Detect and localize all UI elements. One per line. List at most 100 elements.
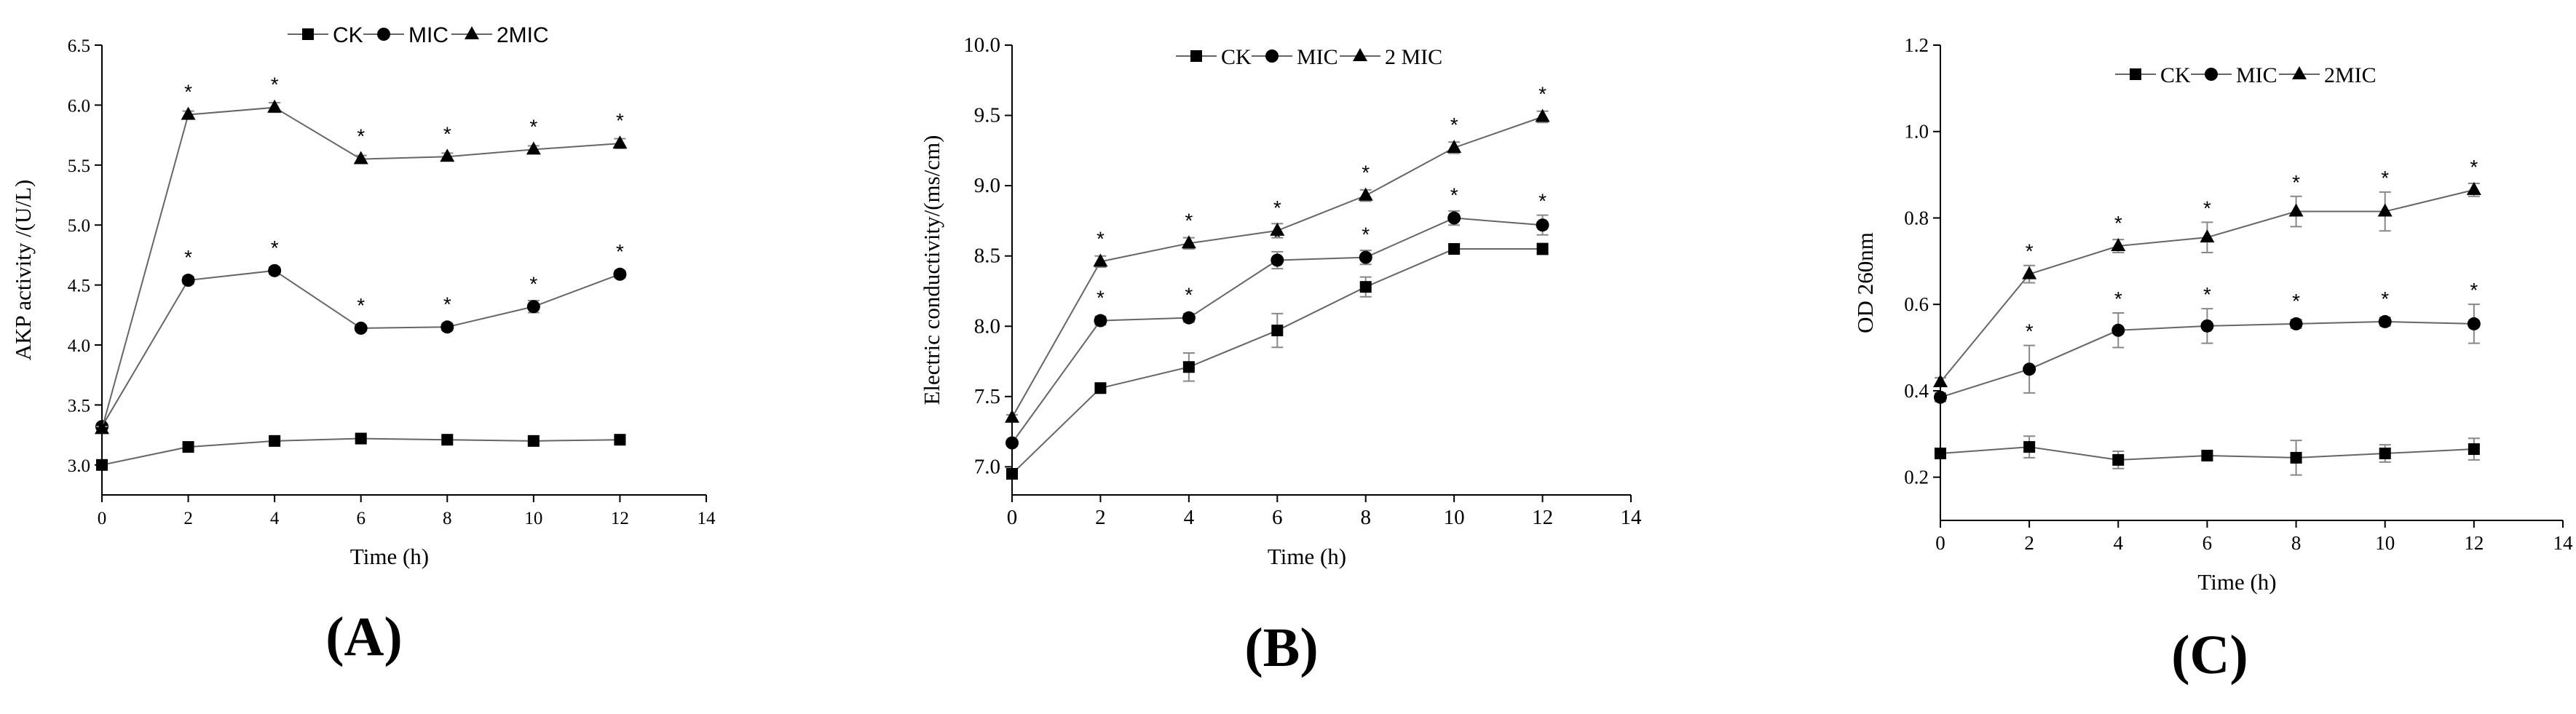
significance-star: * <box>271 237 279 259</box>
significance-star: * <box>271 74 279 96</box>
y-tick-label: 0.4 <box>1904 380 1929 402</box>
data-point <box>2112 453 2125 466</box>
data-point <box>2379 447 2391 459</box>
y-tick-label: 0.6 <box>1904 293 1929 315</box>
x-tick-label: 6 <box>356 509 366 528</box>
data-point <box>2200 319 2214 333</box>
significance-star: * <box>1185 284 1193 306</box>
x-tick-label: 12 <box>611 509 629 528</box>
x-tick-label: 4 <box>270 509 280 528</box>
x-tick-label: 4 <box>2114 532 2124 554</box>
significance-star: * <box>1185 209 1193 231</box>
y-tick-label: 6.5 <box>68 36 90 56</box>
data-point <box>95 421 109 435</box>
y-tick-label: 7.0 <box>974 455 1000 478</box>
significance-star: * <box>184 81 192 103</box>
y-tick-label: 3.5 <box>68 396 90 416</box>
panel-label: (C) <box>2171 624 2248 686</box>
y-axis-label: Electric conductivity/(ms/cm) <box>919 135 944 405</box>
significance-star: * <box>2292 290 2300 312</box>
series-circle: * * * * * * <box>1005 184 1549 450</box>
data-point <box>1535 108 1550 122</box>
data-point <box>1934 390 1947 404</box>
y-tick-label: 9.5 <box>974 104 1000 127</box>
significance-star: * <box>616 109 624 132</box>
data-point <box>354 321 368 335</box>
x-tick-label: 14 <box>1621 506 1643 529</box>
significance-star: * <box>184 246 192 269</box>
legend-marker <box>2292 66 2307 79</box>
significance-star: * <box>2203 197 2211 219</box>
legend-label: CK <box>1221 45 1252 69</box>
significance-star: * <box>2470 279 2478 301</box>
x-tick-label: 8 <box>1360 506 1371 529</box>
significance-star: * <box>357 294 365 317</box>
significance-star: * <box>2292 171 2300 194</box>
data-point <box>2200 229 2215 243</box>
series-square <box>1006 242 1549 480</box>
significance-star: * <box>2114 212 2122 234</box>
legend-marker <box>2130 68 2141 80</box>
data-point <box>1536 218 1549 232</box>
legend-label: MIC <box>2236 63 2277 87</box>
data-point <box>612 135 628 149</box>
x-tick-label: 2 <box>183 509 193 528</box>
significance-star: * <box>2026 320 2034 343</box>
y-axis-label: AKP activity /(U/L) <box>10 180 36 361</box>
data-point <box>1182 311 1196 325</box>
significance-star: * <box>1097 287 1105 309</box>
data-point <box>2111 238 2126 252</box>
panel-label: (B) <box>1244 617 1318 678</box>
data-point <box>1093 253 1108 267</box>
x-tick-label: 12 <box>1532 506 1553 529</box>
data-point <box>1933 374 1948 388</box>
legend-marker <box>2205 68 2218 81</box>
significance-star: * <box>1362 162 1370 184</box>
significance-star: * <box>1538 190 1546 213</box>
chart-panel-1: 0 2 4 6 8 10 12 14 7.0 7.5 8.0 8.5 9.0 9.5 10.0 Time (h… <box>919 33 1642 678</box>
data-point <box>353 151 368 164</box>
data-point <box>1006 468 1018 480</box>
data-point <box>441 434 454 446</box>
data-point <box>2201 449 2213 461</box>
data-point <box>355 432 367 445</box>
x-tick-label: 2 <box>2024 532 2034 554</box>
significance-star: * <box>2026 240 2034 263</box>
significance-star: * <box>1097 227 1105 250</box>
significance-star: * <box>2381 287 2389 310</box>
y-tick-label: 0.8 <box>1904 207 1929 229</box>
x-axis-label: Time (h) <box>1268 544 1346 569</box>
x-tick-label: 0 <box>1935 532 1945 554</box>
data-point <box>1447 139 1462 153</box>
y-tick-label: 1.2 <box>1904 34 1929 56</box>
legend-label: MIC <box>1297 45 1338 69</box>
series-square <box>96 432 626 471</box>
significance-star: * <box>1450 114 1458 136</box>
significance-star: * <box>2114 287 2122 310</box>
data-point <box>1271 325 1284 337</box>
legend-item: 2MIC <box>451 23 549 47</box>
x-tick-label: 14 <box>698 509 716 528</box>
data-point <box>1359 250 1372 264</box>
data-point <box>440 320 454 334</box>
data-point <box>1935 447 1946 459</box>
x-axis-label: Time (h) <box>2197 569 2276 595</box>
data-point <box>269 435 281 447</box>
data-point <box>181 274 195 287</box>
data-point <box>1005 436 1019 450</box>
legend-item: CK <box>288 23 363 47</box>
data-point <box>2290 451 2302 464</box>
series-triangle: * * * * * * <box>95 74 628 435</box>
legend-item: CK <box>2115 63 2191 87</box>
legend-marker <box>1353 48 1367 61</box>
x-tick-label: 6 <box>1272 506 1283 529</box>
significance-star: * <box>1450 184 1458 207</box>
y-tick-label: 4.0 <box>68 336 90 356</box>
y-tick-label: 4.5 <box>68 277 90 296</box>
legend-label: 2MIC <box>497 23 549 47</box>
data-point <box>1448 243 1461 255</box>
data-point <box>268 263 282 277</box>
significance-star: * <box>529 115 537 138</box>
legend-marker <box>377 28 390 41</box>
legend-label: CK <box>2160 63 2191 87</box>
